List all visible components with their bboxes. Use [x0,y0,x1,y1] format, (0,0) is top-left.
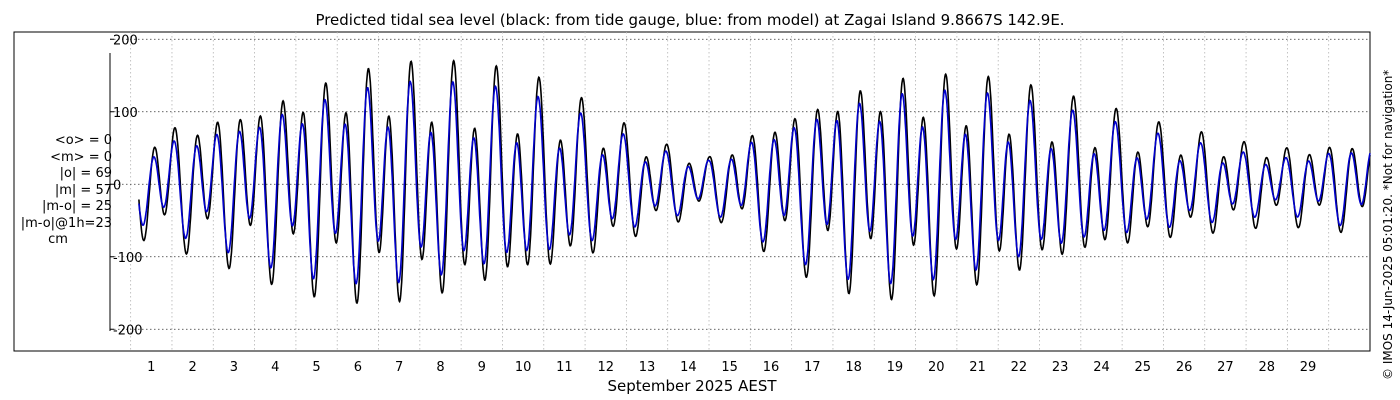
x-tick-label: 20 [928,360,945,375]
x-tick-label: 29 [1300,360,1317,375]
stat-unit: cm [48,232,68,247]
x-axis-ticks: 1 2 3 4 5 6 7 8 9 10 11 12 13 14 15 16 17 18 19 20 21 22 23 24 2… [147,360,1316,375]
x-tick-label: 5 [312,360,320,375]
series-line-model [138,80,1371,285]
x-tick-label: 4 [271,360,279,375]
x-tick-label: 18 [845,360,862,375]
x-tick-label: 22 [1011,360,1028,375]
y-tick-label: -100 [113,251,143,266]
x-tick-label: 9 [478,360,486,375]
x-tick-label: 28 [1258,360,1275,375]
data-series [138,59,1371,305]
stat-mean-model: <m> = 0 [50,149,112,165]
statistics-panel: <o> = 0 <m> = 0 |o| = 69 |m| = 57 |m-o| … [4,133,112,249]
horizontal-gridlines [110,38,1370,330]
plot-frame [13,31,1371,352]
vertical-gridlines [130,32,1330,351]
x-tick-label: 27 [1217,360,1234,375]
y-tick-label: 200 [113,33,138,48]
x-tick-label: 16 [763,360,780,375]
stat-mean-observed: <o> = 0 [54,133,112,148]
x-tick-label: 17 [804,360,821,375]
x-tick-label: 24 [1093,360,1110,375]
x-tick-label: 8 [436,360,444,375]
y-tick-label: 100 [113,106,138,121]
x-tick-label: 26 [1176,360,1193,375]
x-tick-label: 15 [721,360,738,375]
x-tick-label: 14 [680,360,697,375]
x-tick-label: 11 [556,360,573,375]
x-tick-label: 13 [639,360,656,375]
stat-abs-diff: |m-o| = 25 [41,199,112,214]
x-tick-label: 21 [969,360,986,375]
x-tick-label: 7 [395,360,403,375]
y-tick-label: -200 [113,323,143,338]
x-tick-label: 6 [354,360,362,375]
y-tick-label: 0 [113,178,121,193]
x-tick-label: 10 [515,360,532,375]
stat-abs-observed: |o| = 69 [59,166,112,181]
chart-title: Predicted tidal sea level (black: from t… [315,11,1064,29]
y-axis-ticks: 200 100 0 -100 -200 [110,33,143,338]
x-tick-label: 19 [887,360,904,375]
x-tick-label: 3 [230,360,238,375]
series-line-tide-gauge [138,59,1371,305]
copyright-text: © IMOS 14-Jun-2025 05:01:20. *Not for na… [1381,69,1395,380]
stat-abs-model: |m| = 57 [54,182,112,198]
x-tick-label: 23 [1052,360,1069,375]
stat-abs-diff-1h: |m-o|@1h=23 [20,215,112,231]
x-axis-label: September 2025 AEST [607,377,777,395]
x-tick-label: 1 [147,360,155,375]
x-tick-label: 25 [1135,360,1152,375]
x-tick-label: 2 [188,360,196,375]
x-tick-label: 12 [597,360,614,375]
